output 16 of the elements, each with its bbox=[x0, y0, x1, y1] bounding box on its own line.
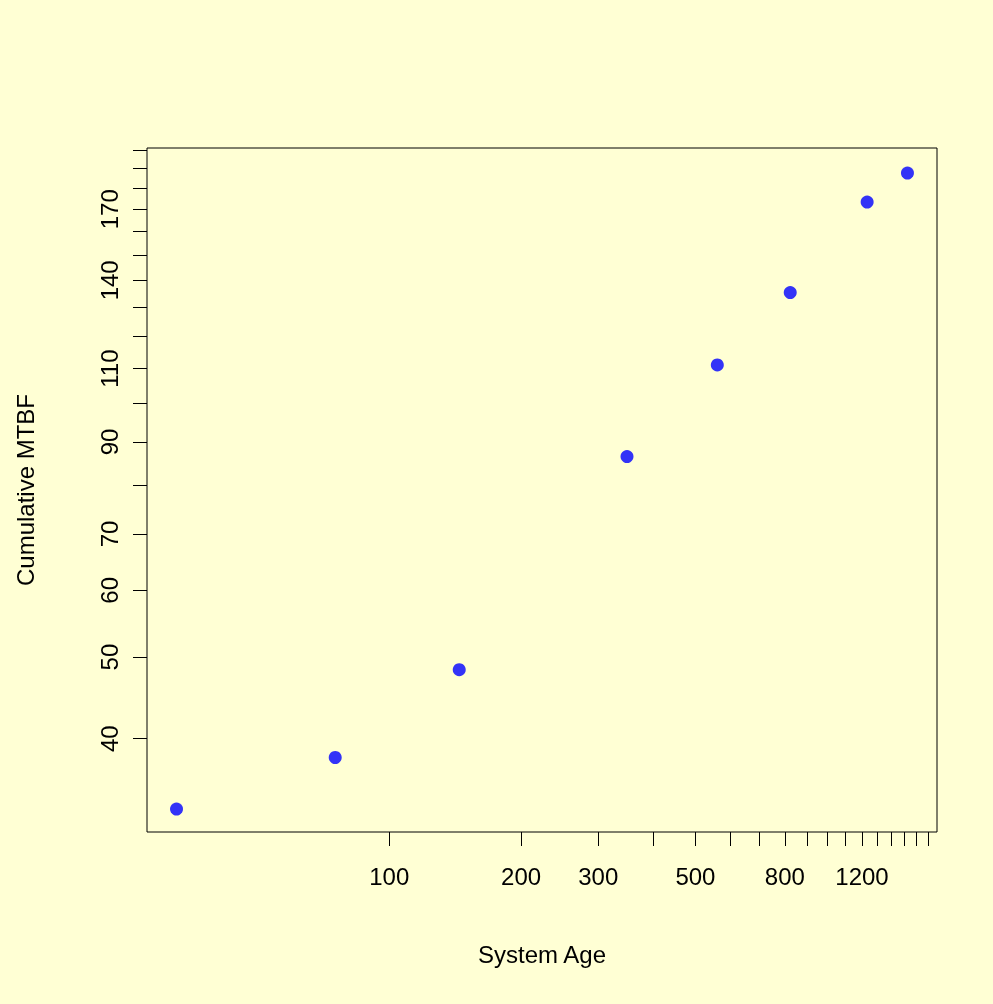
x-tick-label: 300 bbox=[578, 862, 619, 890]
x-tick-label: 200 bbox=[501, 862, 542, 890]
x-tick-label: 100 bbox=[369, 862, 410, 890]
y-axis-title: Cumulative MTBF bbox=[11, 393, 39, 587]
y-tick-label: 170 bbox=[95, 189, 123, 230]
x-tick-label: 800 bbox=[764, 862, 805, 890]
y-tick-label: 70 bbox=[95, 520, 123, 548]
y-tick-label: 50 bbox=[95, 643, 123, 671]
y-tick-label: 40 bbox=[95, 725, 123, 753]
y-tick-label: 60 bbox=[95, 577, 123, 604]
y-tick-label: 90 bbox=[95, 428, 123, 456]
x-axis-title: System Age bbox=[477, 940, 607, 968]
x-tick-label: 1200 bbox=[835, 862, 889, 890]
y-tick-label: 140 bbox=[95, 260, 123, 301]
y-tick-label: 110 bbox=[95, 349, 123, 388]
x-tick-label: 500 bbox=[675, 862, 716, 890]
